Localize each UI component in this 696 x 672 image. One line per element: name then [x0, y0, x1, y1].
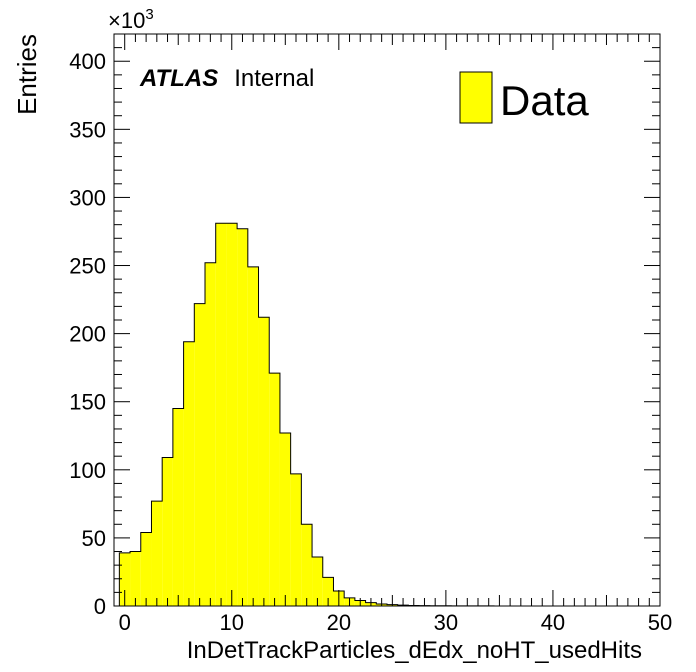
atlas-internal: Internal — [234, 65, 314, 92]
histogram-bar — [130, 551, 141, 606]
histogram-bar — [279, 433, 291, 606]
histogram-bar — [205, 262, 216, 606]
atlas-bold: ATLAS — [139, 65, 218, 92]
histogram-bar — [247, 266, 259, 606]
y-tick-label: 100 — [69, 458, 106, 483]
histogram-bar — [301, 524, 313, 606]
histogram-bar — [226, 223, 238, 607]
y-tick-label: 150 — [69, 390, 106, 415]
y-tick-label: 0 — [94, 594, 106, 619]
histogram-bar — [151, 501, 163, 606]
axis-ticks — [114, 33, 661, 607]
histogram-bar — [194, 303, 205, 606]
y-tick-label: 250 — [69, 254, 106, 279]
histogram-bar — [162, 457, 173, 606]
histogram-bar — [290, 473, 302, 606]
x-tick-label: 40 — [541, 610, 565, 635]
y-multiplier-exponent: 3 — [145, 6, 153, 23]
x-tick-label: 50 — [648, 610, 672, 635]
y-tick-label: 300 — [69, 185, 106, 210]
x-tick-label: 30 — [434, 610, 458, 635]
histogram-bar — [119, 552, 131, 606]
histogram-bars — [118, 222, 495, 607]
histogram-bar — [215, 223, 227, 607]
histogram-bar — [172, 408, 184, 606]
y-tick-label: 350 — [69, 117, 106, 142]
legend-label: Data — [500, 77, 589, 124]
legend-swatch — [459, 71, 493, 124]
y-tick-label: 400 — [69, 49, 106, 74]
y-axis-label: Entries — [12, 34, 42, 115]
atlas-label: ATLAS Internal — [139, 65, 314, 92]
y-tick-label: 200 — [69, 322, 106, 347]
histogram-bar — [322, 577, 334, 606]
histogram-bar — [183, 341, 195, 606]
y-multiplier-label: ×103 — [108, 6, 154, 33]
y-tick-labels: 0 50 100 150 200 250 300 350 400 — [69, 49, 106, 619]
histogram-bar — [258, 317, 270, 606]
histogram-bar — [237, 228, 248, 606]
x-tick-label: 10 — [220, 610, 244, 635]
x-tick-label: 0 — [119, 610, 131, 635]
histogram-bar — [312, 556, 323, 606]
y-tick-label: 50 — [82, 526, 106, 551]
x-axis-label: InDetTrackParticles_dEdx_noHT_usedHits — [187, 637, 642, 664]
x-tick-label: 20 — [327, 610, 351, 635]
histogram-bar — [140, 532, 152, 606]
histogram-bar — [269, 373, 280, 606]
x-tick-labels: 0 10 20 30 40 50 — [119, 610, 673, 635]
